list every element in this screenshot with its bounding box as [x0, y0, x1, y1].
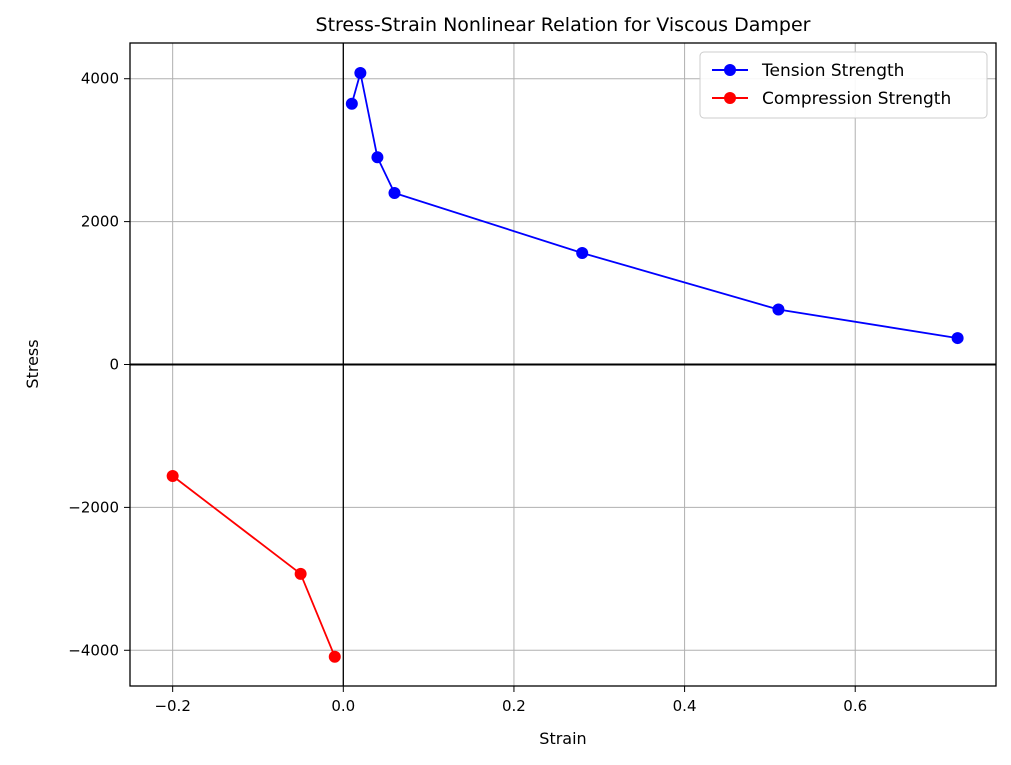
x-tick-label: 0.6: [843, 697, 867, 715]
legend-label-compression: Compression Strength: [762, 89, 951, 109]
x-tick-label: −0.2: [154, 697, 190, 715]
y-tick-label: 2000: [81, 213, 119, 231]
legend-box: [699, 51, 988, 119]
data-point-compression-strength: [294, 567, 307, 580]
data-point-tension-strength: [576, 247, 589, 260]
data-point-compression-strength: [328, 650, 341, 663]
x-axis-label: Strain: [539, 729, 586, 748]
data-point-tension-strength: [772, 303, 785, 316]
data-point-tension-strength: [388, 187, 401, 200]
y-axis-label: Stress: [23, 339, 42, 388]
y-tick-label: −2000: [68, 498, 119, 516]
legend: Tension Strength Compression Strength: [699, 51, 988, 119]
y-tick-label: −4000: [68, 641, 119, 659]
data-point-tension-strength: [371, 151, 384, 164]
y-tick-label: 4000: [81, 70, 119, 88]
data-point-tension-strength: [345, 97, 358, 110]
legend-marker-compression: [724, 92, 736, 104]
legend-label-tension: Tension Strength: [761, 61, 904, 81]
data-point-tension-strength: [354, 67, 367, 80]
data-point-tension-strength: [951, 332, 964, 345]
x-tick-label: 0.4: [673, 697, 697, 715]
legend-marker-tension: [724, 64, 736, 76]
x-tick-label: 0.0: [331, 697, 355, 715]
y-ticks: −4000 −2000 0 2000 4000: [68, 70, 130, 659]
data-point-compression-strength: [166, 469, 179, 482]
x-tick-label: 0.2: [502, 697, 526, 715]
chart-title: Stress-Strain Nonlinear Relation for Vis…: [316, 14, 811, 36]
series-layer: [166, 67, 964, 663]
zero-lines: [130, 43, 996, 686]
x-ticks: −0.2 0.0 0.2 0.4 0.6: [154, 686, 867, 715]
series-line-compression-strength: [172, 475, 336, 658]
y-tick-label: 0: [109, 356, 119, 374]
